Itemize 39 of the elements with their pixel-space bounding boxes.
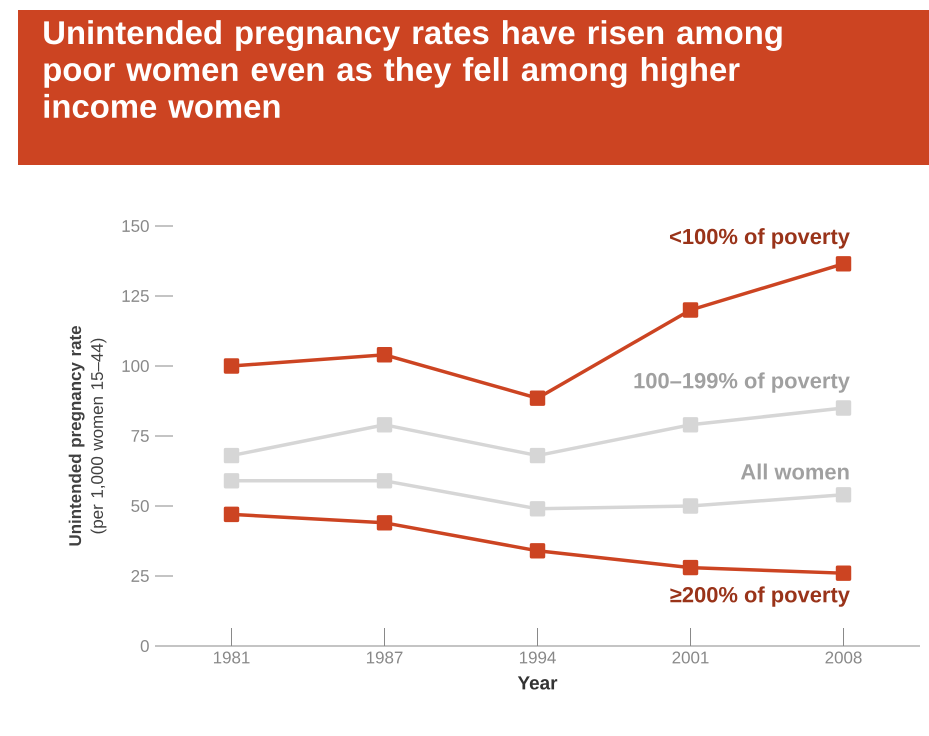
point — [530, 543, 546, 559]
point — [682, 498, 698, 514]
y-axis-title: Unintended pregnancy rate (per 1,000 women 15–44) — [68, 326, 106, 546]
series-label: <100% of poverty — [670, 228, 850, 249]
y-tick-label: 100 — [122, 360, 149, 372]
y-tick-label: 50 — [131, 500, 149, 512]
x-tick-label: 1994 — [520, 652, 556, 664]
x-tick-label: 2008 — [826, 652, 862, 664]
point — [530, 390, 546, 406]
point — [376, 347, 392, 363]
point — [836, 565, 852, 581]
point — [376, 417, 392, 433]
y-tick-label: 125 — [122, 290, 149, 302]
y-tick-label: 75 — [132, 430, 149, 442]
x-tick-label: 1987 — [366, 652, 402, 664]
x-tick-label: 2001 — [672, 652, 709, 664]
series-label: 100–199% of poverty — [634, 372, 850, 393]
point — [682, 560, 698, 576]
y-tick-label: 150 — [122, 220, 149, 232]
point — [224, 506, 240, 522]
chart-title: Unintended pregnancy rates have risen among poor women even as they fell among higher income women — [44, 20, 782, 118]
point — [836, 256, 852, 272]
point — [530, 448, 546, 464]
point — [682, 302, 698, 318]
point — [376, 473, 392, 489]
x-tick-label: 1981 — [214, 652, 250, 664]
series-label: All women — [740, 463, 849, 480]
point — [224, 448, 240, 464]
point — [224, 358, 240, 374]
x-axis-title: Year — [518, 676, 558, 690]
point — [376, 515, 392, 531]
series-label: ≥200% of poverty — [670, 586, 850, 607]
point — [836, 400, 852, 416]
point — [836, 487, 852, 503]
point — [682, 417, 698, 433]
point — [530, 501, 546, 517]
point — [224, 473, 240, 489]
y-tick-label: 25 — [132, 570, 149, 582]
y-tick-label: 0 — [140, 640, 149, 652]
